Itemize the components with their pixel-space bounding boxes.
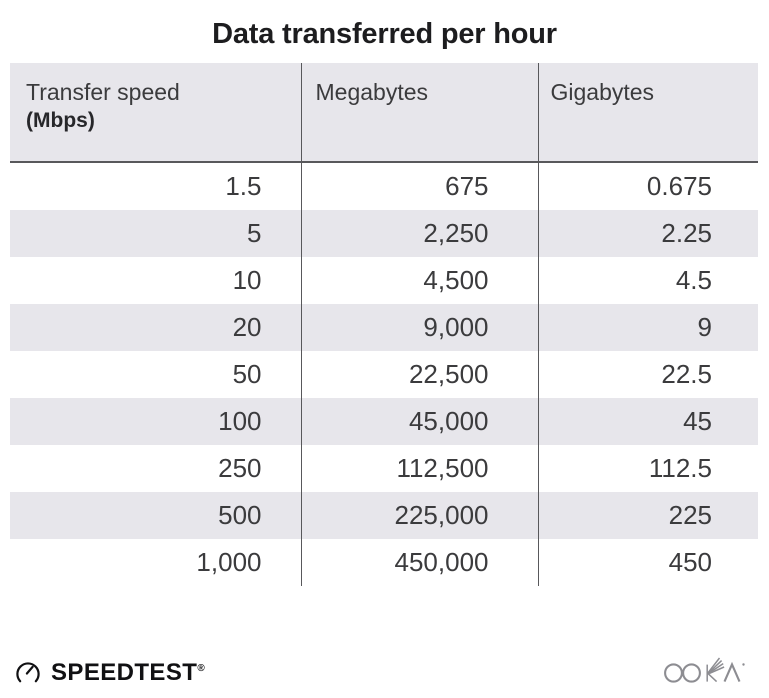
cell-gigabytes: 4.5 bbox=[537, 257, 758, 304]
cell-gigabytes: 45 bbox=[537, 398, 758, 445]
table-row: 500 225,000 225 bbox=[10, 492, 758, 539]
footer: SPEEDTEST® bbox=[0, 645, 769, 698]
cell-megabytes: 22,500 bbox=[300, 351, 538, 398]
table-row: 1.5 675 0.675 bbox=[10, 162, 758, 210]
speedometer-gauge-icon bbox=[14, 657, 42, 685]
table-header: Transfer speed (Mbps) Megabytes Gigabyte… bbox=[10, 63, 758, 163]
table-row: 250 112,500 112.5 bbox=[10, 445, 758, 492]
cell-gigabytes: 450 bbox=[537, 539, 758, 586]
ookla-logo bbox=[662, 652, 758, 688]
cell-megabytes: 225,000 bbox=[300, 492, 538, 539]
cell-gigabytes: 22.5 bbox=[537, 351, 758, 398]
cell-gigabytes: 2.25 bbox=[537, 210, 758, 257]
cell-transfer-speed: 5 bbox=[247, 218, 262, 248]
table-row: 1,000 450,000 450 bbox=[10, 539, 758, 586]
cell-megabytes: 45,000 bbox=[300, 398, 538, 445]
speedtest-wordmark: SPEEDTEST® bbox=[51, 655, 205, 687]
cell-gigabytes: 112.5 bbox=[537, 445, 758, 492]
cell-gigabytes: 9 bbox=[537, 304, 758, 351]
speedtest-registered-mark: ® bbox=[197, 663, 205, 674]
column-header-transfer-speed: Transfer speed (Mbps) bbox=[10, 63, 301, 163]
cell-megabytes: 2,250 bbox=[300, 210, 538, 257]
table-row: 5 2,250 2.25 bbox=[10, 210, 758, 257]
data-table: Transfer speed (Mbps) Megabytes Gigabyte… bbox=[10, 63, 758, 586]
cell-transfer-speed: 500 bbox=[218, 500, 262, 530]
column-header-megabytes: Megabytes bbox=[300, 63, 538, 163]
table-row: 10 4,500 4.5 bbox=[10, 257, 758, 304]
column-header-gigabytes-label: Gigabytes bbox=[550, 79, 655, 105]
cell-megabytes: 9,000 bbox=[300, 304, 538, 351]
table-header-row: Transfer speed (Mbps) Megabytes Gigabyte… bbox=[10, 63, 758, 163]
cell-megabytes: 450,000 bbox=[300, 539, 538, 586]
cell-transfer-speed: 1,000 bbox=[196, 547, 262, 577]
cell-megabytes: 675 bbox=[300, 162, 538, 210]
column-header-transfer-speed-unit: (Mbps) bbox=[26, 109, 95, 132]
column-header-megabytes-label: Megabytes bbox=[315, 79, 429, 105]
cell-transfer-speed: 100 bbox=[218, 406, 262, 436]
cell-transfer-speed: 50 bbox=[232, 359, 262, 389]
cell-megabytes: 4,500 bbox=[300, 257, 538, 304]
cell-gigabytes: 225 bbox=[537, 492, 758, 539]
speedtest-logo: SPEEDTEST® bbox=[14, 655, 205, 687]
cell-megabytes: 112,500 bbox=[300, 445, 538, 492]
cell-transfer-speed: 20 bbox=[232, 312, 262, 342]
column-header-gigabytes: Gigabytes bbox=[537, 63, 758, 163]
speedtest-wordmark-text: SPEEDTEST bbox=[51, 659, 198, 686]
cell-transfer-speed: 10 bbox=[232, 265, 262, 295]
column-header-transfer-speed-label: Transfer speed bbox=[26, 79, 180, 105]
data-table-container: Transfer speed (Mbps) Megabytes Gigabyte… bbox=[10, 63, 758, 586]
cell-transfer-speed: 250 bbox=[218, 453, 262, 483]
table-row: 100 45,000 45 bbox=[10, 398, 758, 445]
table-row: 50 22,500 22.5 bbox=[10, 351, 758, 398]
cell-gigabytes: 0.675 bbox=[537, 162, 758, 210]
page-title: Data transferred per hour bbox=[212, 18, 557, 50]
table-row: 20 9,000 9 bbox=[10, 304, 758, 351]
table-body: 1.5 675 0.675 5 2,250 2.25 10 4,500 4.5 … bbox=[10, 162, 758, 586]
cell-transfer-speed: 1.5 bbox=[225, 171, 262, 201]
